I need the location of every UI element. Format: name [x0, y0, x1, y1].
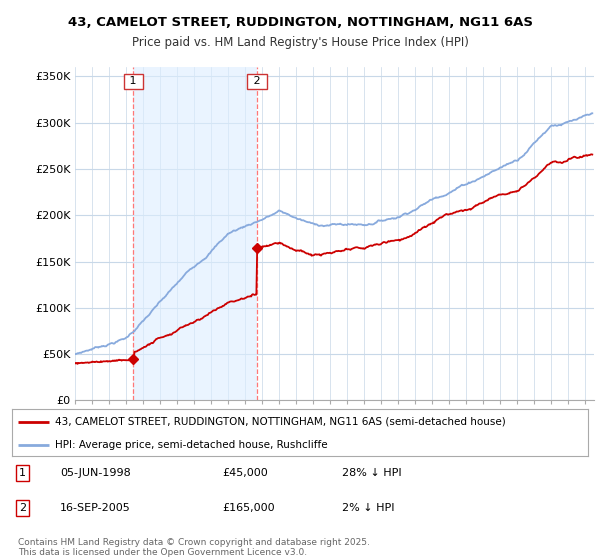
Text: £165,000: £165,000	[222, 503, 275, 513]
Text: £45,000: £45,000	[222, 468, 268, 478]
Text: 1: 1	[127, 77, 140, 86]
Text: Contains HM Land Registry data © Crown copyright and database right 2025.
This d: Contains HM Land Registry data © Crown c…	[18, 538, 370, 557]
Text: 2: 2	[250, 77, 265, 86]
Text: 05-JUN-1998: 05-JUN-1998	[60, 468, 131, 478]
Text: 43, CAMELOT STREET, RUDDINGTON, NOTTINGHAM, NG11 6AS (semi-detached house): 43, CAMELOT STREET, RUDDINGTON, NOTTINGH…	[55, 417, 506, 427]
Text: HPI: Average price, semi-detached house, Rushcliffe: HPI: Average price, semi-detached house,…	[55, 440, 328, 450]
Bar	[133, 67, 257, 400]
Text: 2% ↓ HPI: 2% ↓ HPI	[342, 503, 395, 513]
Text: 2: 2	[19, 503, 26, 513]
Text: 16-SEP-2005: 16-SEP-2005	[60, 503, 131, 513]
Text: 43, CAMELOT STREET, RUDDINGTON, NOTTINGHAM, NG11 6AS: 43, CAMELOT STREET, RUDDINGTON, NOTTINGH…	[67, 16, 533, 29]
Text: 28% ↓ HPI: 28% ↓ HPI	[342, 468, 401, 478]
Text: 1: 1	[19, 468, 26, 478]
Text: Price paid vs. HM Land Registry's House Price Index (HPI): Price paid vs. HM Land Registry's House …	[131, 36, 469, 49]
